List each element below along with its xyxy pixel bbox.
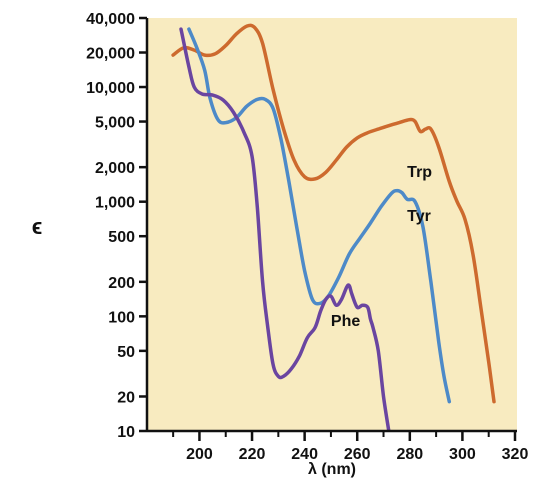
y-tick-label: 100 <box>108 309 135 326</box>
x-tick-label: 300 <box>449 446 476 463</box>
plot-background <box>147 18 517 431</box>
x-tick-label: 240 <box>291 446 318 463</box>
x-tick-label: 260 <box>344 446 371 463</box>
y-tick-label: 10,000 <box>86 80 135 97</box>
y-tick-label: 5,000 <box>95 115 135 132</box>
y-tick-label: 1,000 <box>95 195 135 212</box>
y-tick-label: 20 <box>117 389 135 406</box>
y-tick-label: 2,000 <box>95 160 135 177</box>
x-tick-label: 320 <box>502 446 529 463</box>
x-tick-label: 220 <box>239 446 266 463</box>
series-line-trp <box>171 23 496 404</box>
x-tick-label: 280 <box>396 446 423 463</box>
y-tick-label: 50 <box>117 344 135 361</box>
y-tick-label: 20,000 <box>86 46 135 63</box>
y-tick-label: 500 <box>108 229 135 246</box>
series-line-phe <box>179 27 391 431</box>
series-label-phe: Phe <box>331 313 360 330</box>
series-line-tyr <box>187 27 452 404</box>
y-tick-label: 200 <box>108 275 135 292</box>
series-label-trp: Trp <box>407 164 432 181</box>
series-label-tyr: Tyr <box>407 208 431 225</box>
x-axis-label: λ (nm) <box>308 461 356 478</box>
x-tick-label: 200 <box>186 446 213 463</box>
y-tick-label: 40,000 <box>86 11 135 28</box>
y-tick-label: 10 <box>117 424 135 441</box>
y-axis-label: ϵ <box>32 214 43 239</box>
